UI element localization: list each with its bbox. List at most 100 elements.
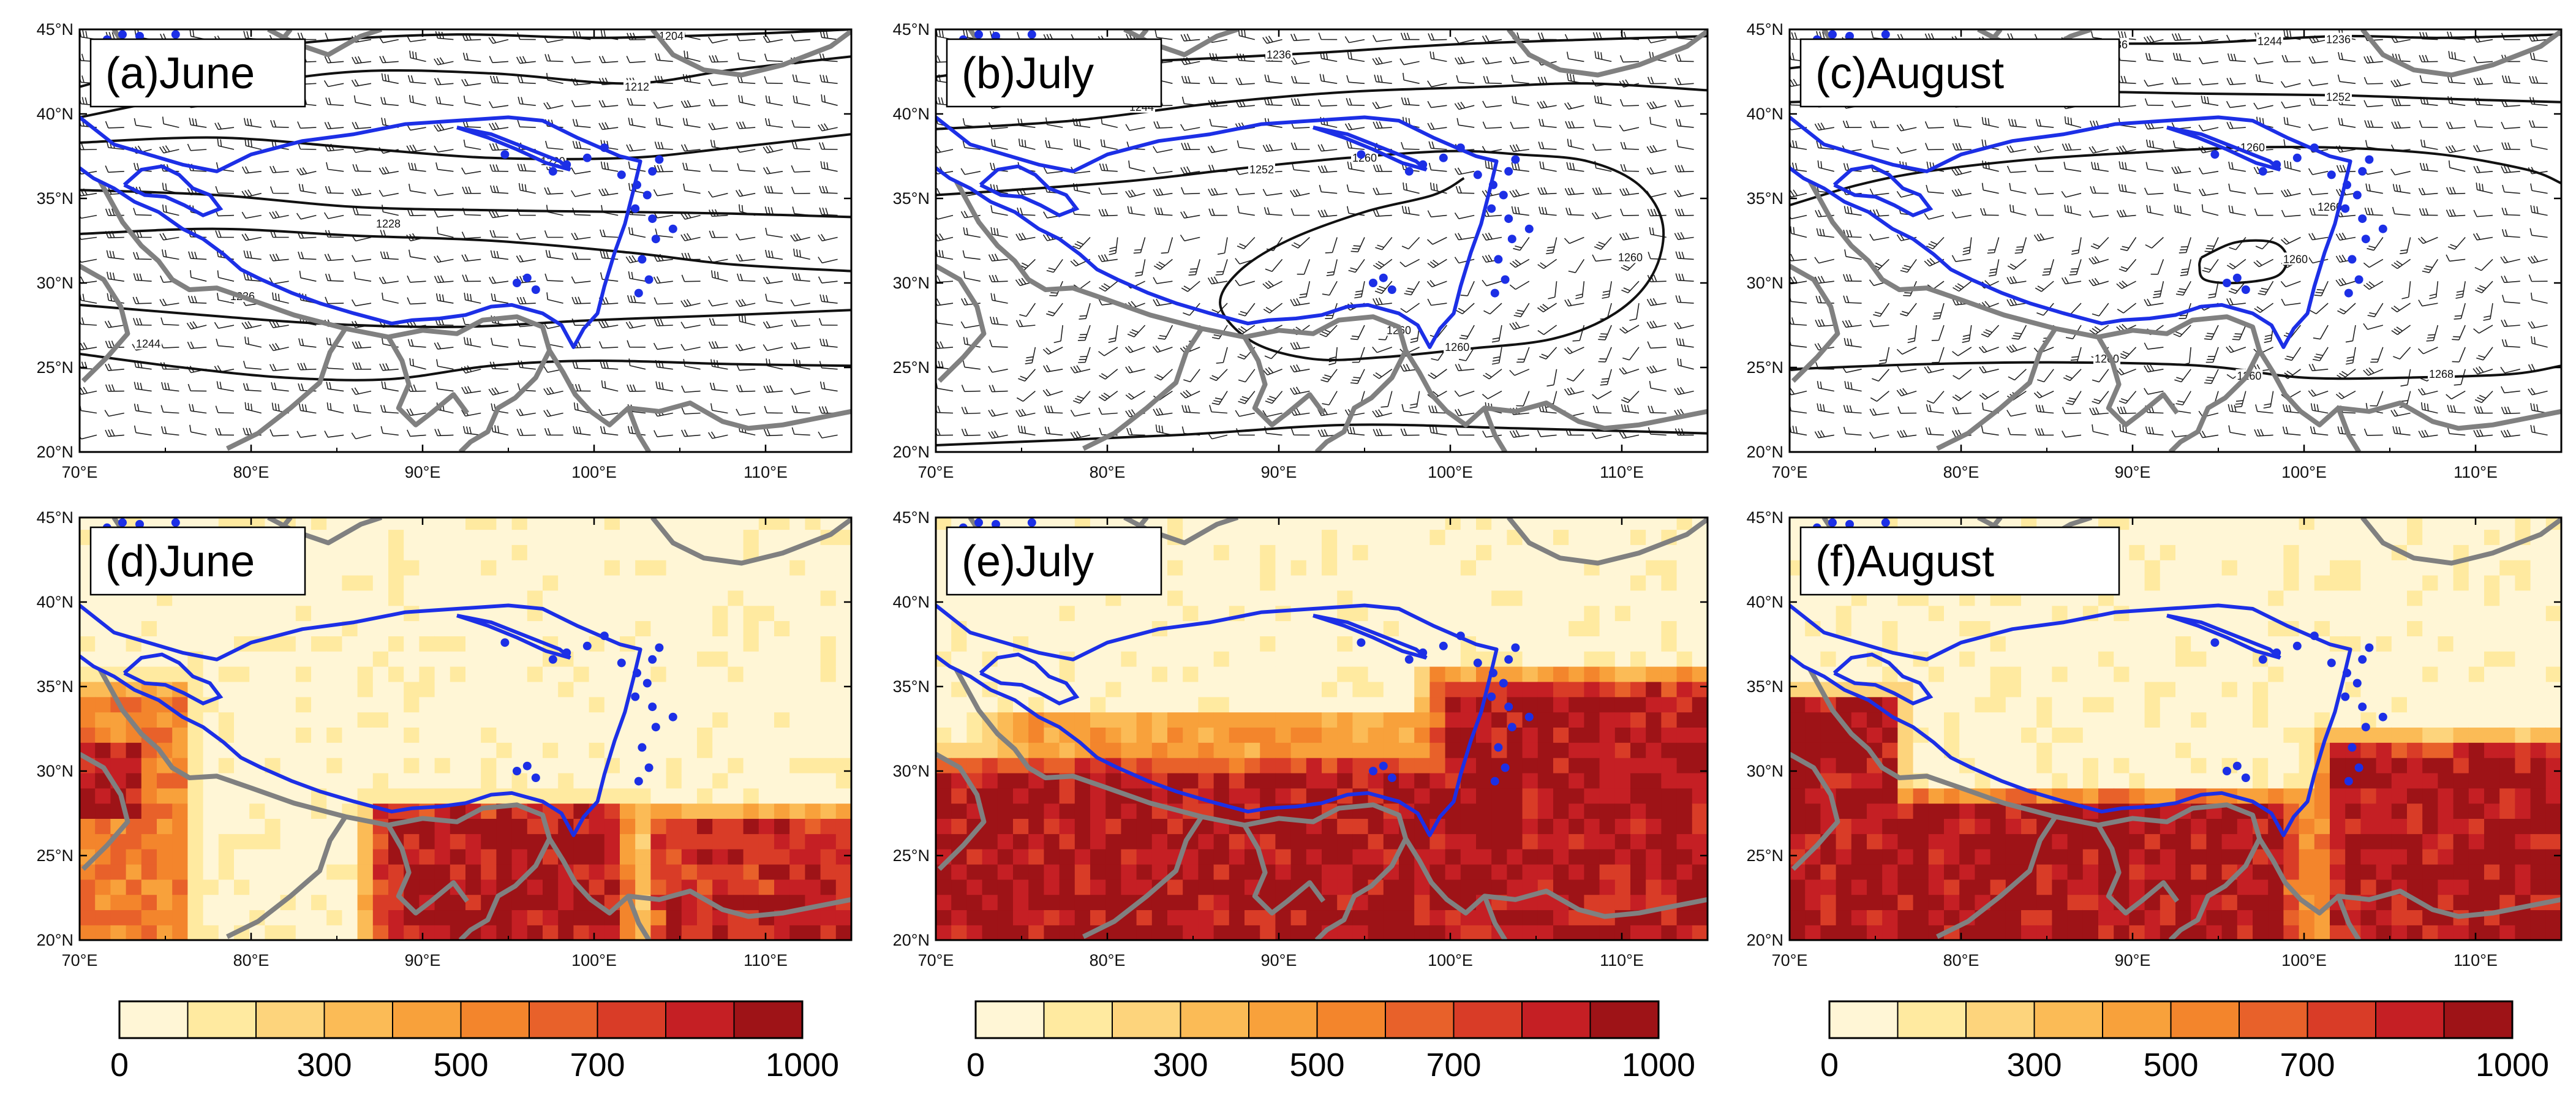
heatmap-cell	[435, 666, 451, 682]
heatmap-cell	[1229, 742, 1245, 758]
heatmap-cell	[1507, 575, 1523, 591]
heatmap-cell	[1337, 636, 1353, 652]
y-tick-label: 25°N	[893, 358, 930, 377]
heatmap-cell	[573, 682, 589, 698]
heatmap-cell	[543, 514, 559, 530]
heatmap-cell	[1384, 697, 1399, 713]
heatmap-cell	[1352, 773, 1368, 789]
heatmap-cell	[604, 834, 620, 849]
heatmap-cell	[1523, 636, 1538, 652]
heatmap-cell	[80, 818, 96, 834]
y-tick-label: 20°N	[37, 443, 73, 461]
heatmap-cell	[1013, 666, 1029, 682]
heatmap-cell	[728, 575, 744, 591]
heatmap-cell	[1445, 575, 1461, 591]
heatmap-cell	[1152, 849, 1168, 865]
heatmap-cell	[219, 834, 235, 849]
heatmap-cell	[126, 742, 142, 758]
heatmap-cell	[1523, 666, 1538, 682]
heatmap-cell	[465, 864, 481, 880]
plateau-dot	[500, 150, 509, 159]
heatmap-cell	[1322, 544, 1338, 560]
heatmap-cell	[496, 727, 512, 743]
heatmap-cell	[1384, 895, 1399, 911]
heatmap-cell	[1630, 925, 1646, 941]
heatmap-cell	[543, 620, 559, 636]
heatmap-cell	[1445, 529, 1461, 545]
plateau-dot	[2348, 255, 2356, 263]
heatmap-cell	[450, 682, 466, 698]
heatmap-cell	[404, 514, 420, 530]
heatmap-cell	[1090, 727, 1106, 743]
heatmap-cell	[1322, 666, 1338, 682]
heatmap-cell	[481, 925, 497, 941]
heatmap-cell	[1137, 909, 1153, 925]
heatmap-cell	[1692, 636, 1708, 652]
heatmap-cell	[1661, 925, 1677, 941]
heatmap-cell	[1692, 864, 1708, 880]
heatmap-cell	[1677, 742, 1693, 758]
heatmap-cell	[573, 544, 589, 560]
heatmap-cell	[419, 727, 435, 743]
heatmap-cell	[1368, 651, 1384, 667]
heatmap-cell	[1322, 834, 1338, 849]
heatmap-cell	[558, 909, 574, 925]
heatmap-cell	[1646, 575, 1662, 591]
heatmap-cell	[1322, 758, 1338, 774]
heatmap-cell	[1646, 636, 1662, 652]
heatmap-cell	[982, 742, 998, 758]
heatmap-cell	[1044, 727, 1060, 743]
heatmap-cell	[682, 895, 698, 911]
heatmap-cell	[1275, 636, 1291, 652]
heatmap-cell	[1198, 606, 1214, 622]
heatmap-cell	[465, 818, 481, 834]
heatmap-cell	[1630, 712, 1646, 728]
heatmap-cell	[1384, 818, 1399, 834]
heatmap-cell	[311, 697, 327, 713]
heatmap-cell	[1600, 636, 1616, 652]
heatmap-cell	[1399, 909, 1415, 925]
plateau-dot	[171, 518, 180, 527]
heatmap-cell	[388, 682, 404, 698]
heatmap-cell	[95, 925, 111, 941]
heatmap-cell	[1476, 514, 1492, 530]
colorbar-swatch	[256, 1001, 325, 1038]
heatmap-cell	[1692, 742, 1708, 758]
heatmap-cell	[821, 682, 837, 698]
heatmap-cell	[1368, 712, 1384, 728]
heatmap-cell	[635, 575, 651, 591]
heatmap-cell	[697, 682, 713, 698]
heatmap-cell	[265, 879, 281, 895]
heatmap-cell	[373, 788, 389, 804]
heatmap-cell	[1461, 514, 1477, 530]
heatmap-cell	[1368, 773, 1384, 789]
colorbar-label: 0	[110, 1047, 129, 1083]
heatmap-cell	[1661, 682, 1677, 698]
heatmap-cell	[373, 575, 389, 591]
heatmap-cell	[1414, 575, 1430, 591]
heatmap-cell	[1507, 864, 1523, 880]
plateau-dot	[562, 160, 571, 169]
heatmap-cell	[1523, 727, 1538, 743]
y-tick-label: 35°N	[37, 189, 73, 208]
heatmap-cell	[836, 925, 852, 941]
x-tick-label: 100°E	[1428, 463, 1473, 481]
plateau-dot	[2341, 205, 2349, 213]
heatmap-cell	[358, 529, 374, 545]
heatmap-cell	[1569, 879, 1584, 895]
heatmap-cell	[419, 864, 435, 880]
heatmap-cell	[1229, 636, 1245, 652]
heatmap-cell	[1090, 864, 1106, 880]
heatmap-cell	[1646, 590, 1662, 606]
heatmap-cell	[1569, 682, 1584, 698]
heatmap-cell	[1105, 666, 1121, 682]
heatmap-cell	[543, 560, 559, 576]
heatmap-cell	[527, 575, 543, 591]
heatmap-cell	[1060, 909, 1075, 925]
heatmap-cell	[404, 773, 420, 789]
heatmap-cell	[1646, 712, 1662, 728]
heatmap-cell	[650, 849, 666, 865]
heatmap-cell	[326, 879, 342, 895]
heatmap-cell	[1183, 758, 1199, 774]
heatmap-cell	[1152, 758, 1168, 774]
